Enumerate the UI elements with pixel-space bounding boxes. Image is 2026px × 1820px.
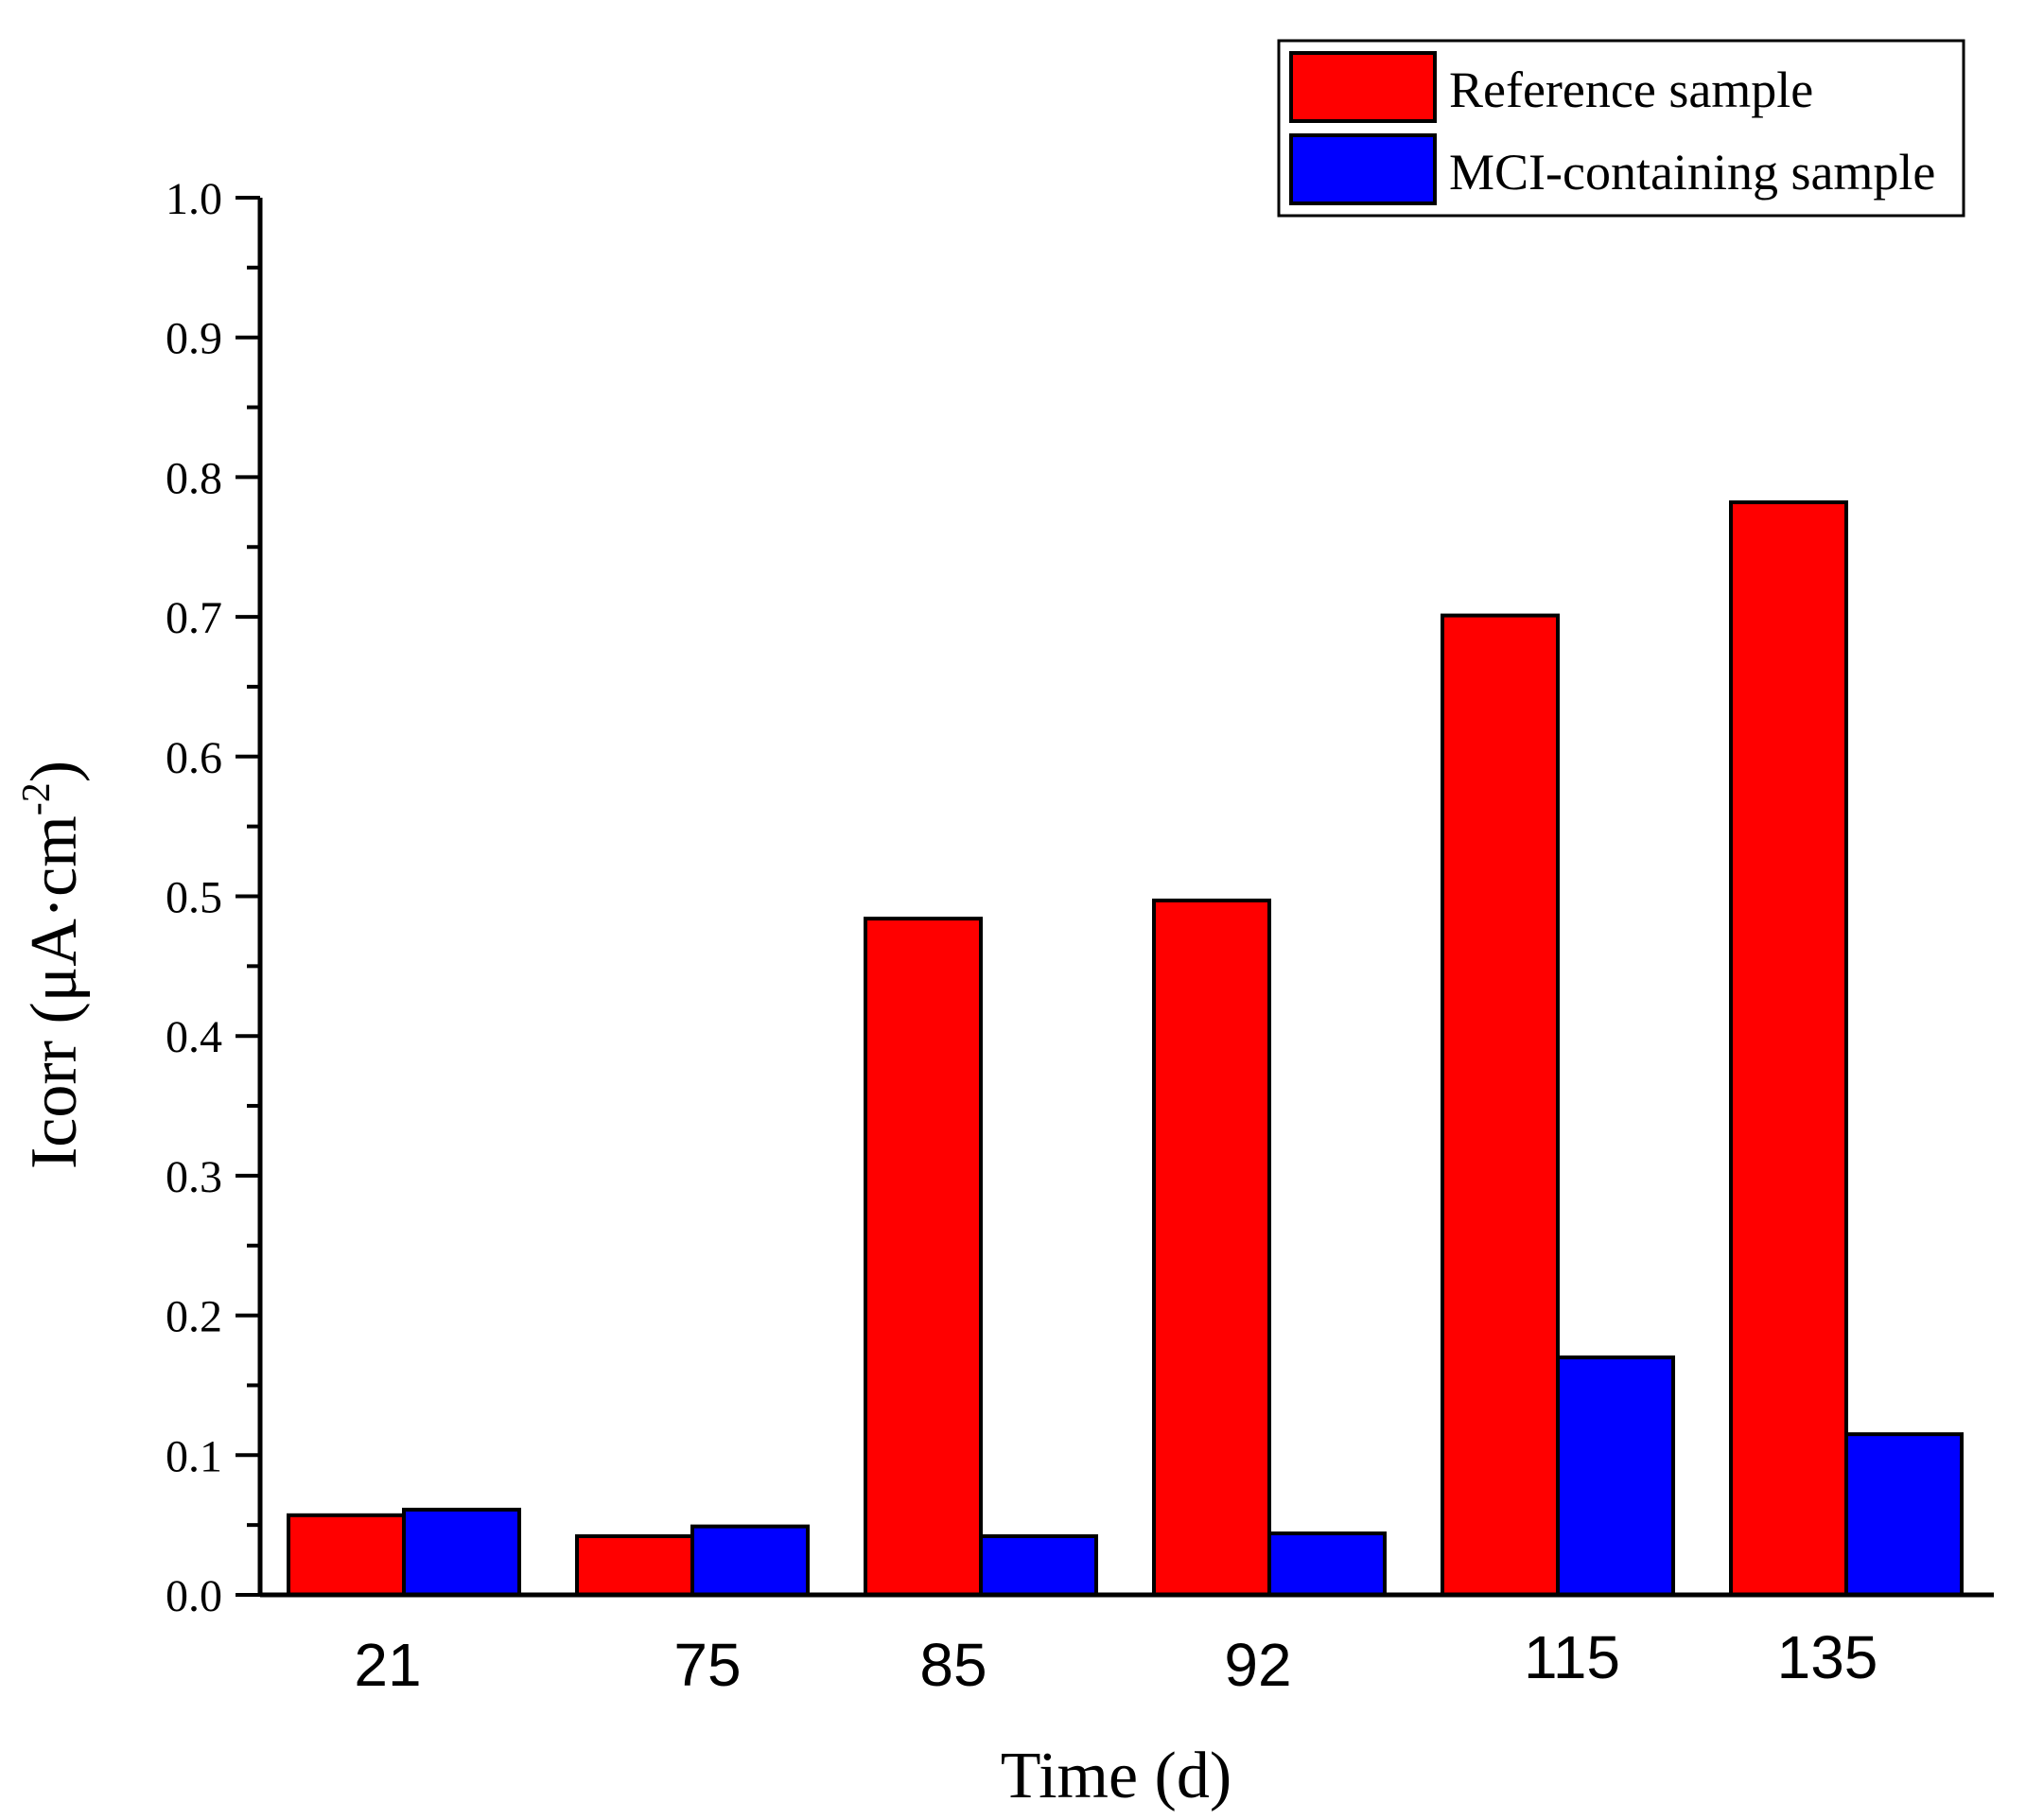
- bar-reference-sample-21: [287, 1513, 406, 1598]
- bar-mci-containing-sample-21: [402, 1507, 521, 1597]
- x-tick-label-21: 21: [354, 1631, 421, 1699]
- y-tick-label-0-1: 0.1: [166, 1431, 222, 1481]
- x-tick-label-135: 135: [1777, 1623, 1878, 1691]
- bar-mci-containing-sample-135: [1844, 1432, 1964, 1598]
- y-tick-label-0-6: 0.6: [166, 733, 222, 783]
- bar-reference-sample-92: [1152, 898, 1271, 1597]
- bar-mci-containing-sample-75: [690, 1524, 810, 1597]
- y-tick-label-0-8: 0.8: [166, 453, 222, 503]
- legend: Reference sample MCI-containing sample: [1277, 39, 1965, 218]
- y-tick-label-0-0: 0.0: [166, 1571, 222, 1621]
- x-tick-label-75: 75: [673, 1631, 741, 1699]
- y-tick-label-0-7: 0.7: [166, 593, 222, 643]
- bar-reference-sample-75: [575, 1533, 694, 1597]
- y-tick-label-0-2: 0.2: [166, 1292, 222, 1342]
- x-tick-label-85: 85: [919, 1631, 987, 1699]
- legend-swatch-mci-containing-sample: [1289, 133, 1437, 205]
- y-axis-title-main: Icorr (μA·cm: [18, 815, 91, 1169]
- y-axis-ticks: 0.0 0.1 0.2 0.3 0.4 0.5 0.6 0.7 0.8 0.9 1.0: [166, 174, 260, 1621]
- y-axis-title-superscript: -2: [15, 782, 59, 815]
- bar-reference-sample-85: [864, 917, 983, 1597]
- x-axis-tick-labels: 21 75 85 92 115 135: [354, 1623, 1878, 1699]
- bar-mci-containing-sample-115: [1556, 1355, 1675, 1598]
- bar-mci-containing-sample-92: [1267, 1531, 1387, 1597]
- legend-label-mci-containing-sample: MCI-containing sample: [1449, 144, 1935, 201]
- bar-reference-sample-115: [1441, 613, 1560, 1597]
- bar-reference-sample-135: [1729, 499, 1848, 1598]
- y-axis-title-group: Icorr (μA·cm-2): [15, 761, 91, 1169]
- y-tick-label-0-3: 0.3: [166, 1152, 222, 1202]
- x-tick-label-115: 115: [1524, 1623, 1620, 1691]
- legend-swatch-reference-sample: [1289, 51, 1437, 123]
- legend-label-reference-sample: Reference sample: [1449, 61, 1813, 118]
- y-axis-title-close: ): [18, 761, 91, 782]
- y-tick-label-0-5: 0.5: [166, 873, 222, 923]
- y-tick-label-0-9: 0.9: [166, 314, 222, 364]
- y-tick-label-1-0: 1.0: [166, 174, 222, 224]
- y-tick-label-0-4: 0.4: [166, 1012, 222, 1062]
- bar-mci-containing-sample-85: [979, 1533, 1098, 1597]
- x-tick-label-92: 92: [1224, 1631, 1291, 1699]
- y-axis-title: Icorr (μA·cm-2): [15, 761, 91, 1169]
- plot-area: [287, 499, 1964, 1598]
- x-axis-title: Time (d): [1001, 1740, 1231, 1812]
